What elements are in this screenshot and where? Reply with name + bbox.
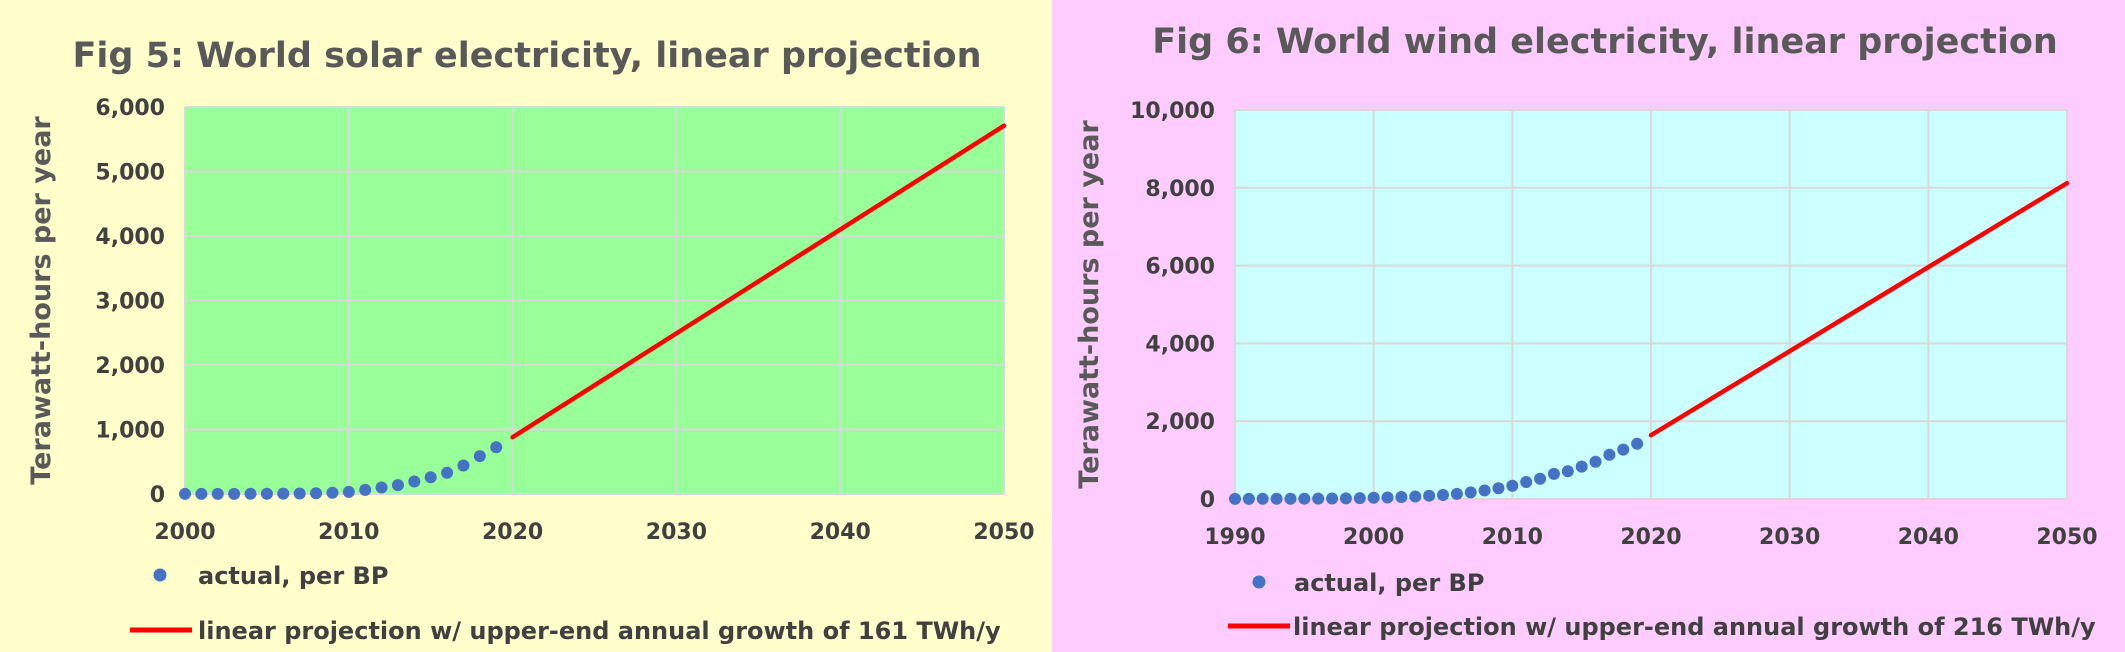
x-tick-label: 2050	[2036, 525, 2097, 550]
data-point	[1561, 465, 1574, 478]
chart-title: Fig 5: World solar electricity, linear p…	[72, 36, 981, 76]
legend-marker-actual	[1252, 575, 1266, 589]
data-point	[1326, 492, 1339, 505]
data-point	[1229, 492, 1241, 505]
data-point	[179, 487, 191, 500]
x-tick-label: 2000	[1343, 525, 1404, 550]
y-tick-label: 0	[1200, 488, 1215, 513]
x-tick-label: 2040	[810, 520, 871, 545]
data-point	[1353, 492, 1366, 505]
data-point	[1617, 443, 1630, 456]
data-point	[342, 485, 355, 498]
legend-label-projection: linear projection w/ upper-end annual gr…	[198, 617, 1001, 645]
data-point	[1395, 490, 1408, 503]
data-point	[326, 486, 339, 499]
x-tick-label: 2010	[318, 520, 379, 545]
legend-label-projection: linear projection w/ upper-end annual gr…	[1293, 613, 2096, 641]
y-tick-label: 3,000	[95, 290, 165, 315]
wind-chart: Fig 6: World wind electricity, linear pr…	[1074, 22, 2098, 641]
data-point	[211, 487, 224, 500]
data-point	[1409, 490, 1422, 503]
x-tick-label: 1990	[1204, 525, 1265, 550]
data-point	[1270, 492, 1283, 505]
legend-label-actual: actual, per BP	[1294, 569, 1484, 597]
y-tick-label: 2,000	[1145, 410, 1215, 435]
y-tick-label: 6,000	[95, 96, 165, 121]
data-point	[1492, 482, 1505, 495]
x-tick-label: 2030	[1759, 525, 1820, 550]
projection-line	[1648, 180, 2070, 438]
legend-label-actual: actual, per BP	[198, 562, 388, 590]
x-tick-label: 2010	[1482, 525, 1543, 550]
y-tick-label: 4,000	[95, 225, 165, 250]
y-axis-title: Terawatt-hours per year	[26, 116, 57, 485]
data-point	[1298, 492, 1311, 505]
data-point	[359, 483, 372, 496]
y-tick-label: 8,000	[1145, 177, 1215, 202]
x-tick-label: 2020	[482, 520, 543, 545]
data-point	[408, 475, 421, 488]
projection-line	[510, 123, 1007, 440]
y-axis-title: Terawatt-hours per year	[1074, 120, 1105, 489]
wind-chart-panel: Fig 6: World wind electricity, linear pr…	[1052, 0, 2125, 652]
y-tick-label: 0	[150, 483, 165, 508]
data-point	[1367, 491, 1380, 504]
y-tick-label: 10,000	[1130, 99, 1215, 124]
data-point	[1575, 460, 1588, 473]
data-point	[228, 487, 241, 500]
data-point	[1631, 437, 1644, 450]
x-tick-label: 2050	[973, 520, 1034, 545]
data-point	[1312, 492, 1325, 505]
data-point	[457, 459, 470, 472]
data-point	[1256, 492, 1269, 505]
data-point	[375, 481, 388, 494]
data-point	[391, 479, 404, 492]
y-tick-label: 4,000	[1145, 332, 1215, 357]
data-point	[473, 450, 486, 463]
solar-chart-panel: Fig 5: World solar electricity, linear p…	[0, 0, 1052, 652]
x-tick-label: 2030	[646, 520, 707, 545]
data-point	[1242, 492, 1255, 505]
data-point	[1423, 489, 1436, 502]
x-tick-label: 2020	[1620, 525, 1681, 550]
chart-title: Fig 6: World wind electricity, linear pr…	[1152, 22, 2058, 62]
y-tick-label: 6,000	[1145, 255, 1215, 280]
data-point	[260, 487, 273, 500]
data-point	[277, 487, 290, 500]
data-point	[195, 487, 208, 500]
x-tick-label: 2040	[1898, 525, 1959, 550]
data-point	[293, 487, 306, 500]
data-point	[1478, 484, 1491, 497]
data-point	[441, 466, 454, 479]
x-tick-label: 2000	[154, 520, 215, 545]
data-point	[1547, 467, 1560, 480]
y-tick-label: 5,000	[95, 161, 165, 186]
legend-marker-actual	[153, 568, 167, 582]
data-point	[1437, 488, 1449, 501]
data-point	[1450, 487, 1463, 500]
solar-chart: Fig 5: World solar electricity, linear p…	[26, 36, 1035, 645]
data-point	[1464, 486, 1477, 499]
y-tick-label: 1,000	[95, 419, 165, 444]
data-point	[490, 441, 503, 454]
data-point	[1506, 479, 1519, 492]
data-point	[1284, 492, 1297, 505]
data-point	[1381, 491, 1394, 504]
data-point	[1603, 448, 1616, 461]
data-point	[244, 487, 257, 500]
data-point	[1589, 455, 1602, 468]
data-point	[1339, 492, 1352, 505]
data-point	[1520, 476, 1533, 489]
y-tick-label: 2,000	[95, 354, 165, 379]
data-point	[424, 471, 437, 484]
data-point	[1534, 472, 1547, 485]
data-point	[310, 487, 323, 500]
